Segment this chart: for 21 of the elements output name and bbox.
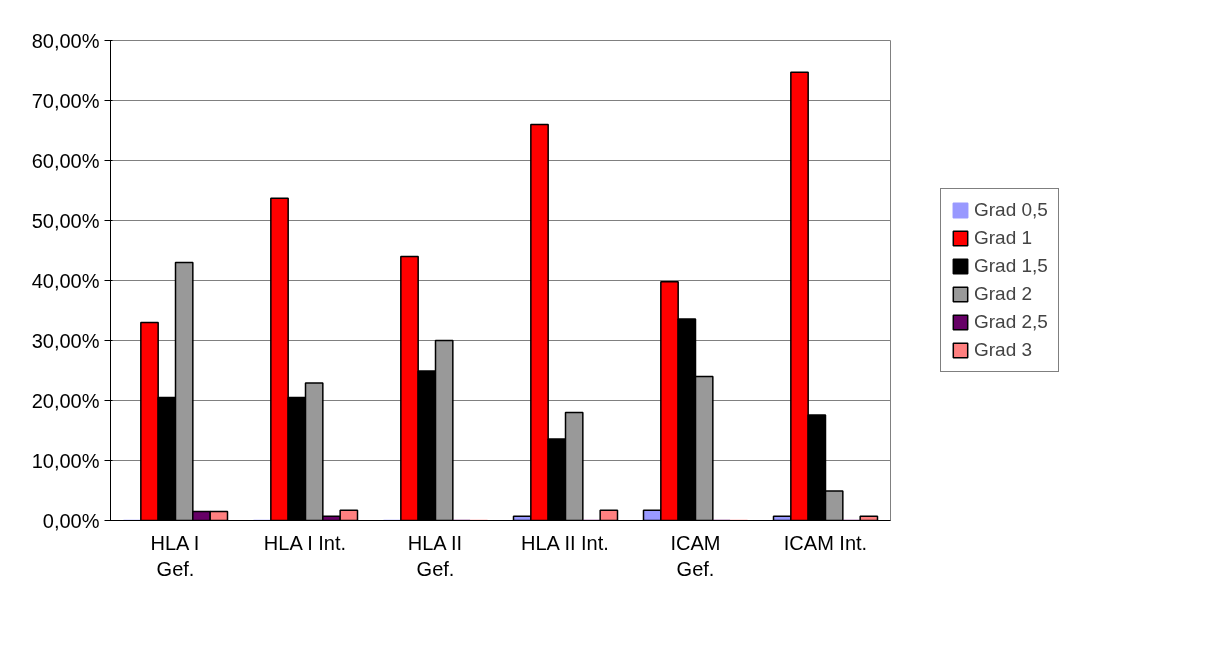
y-tick-label: 40,00% (31, 269, 100, 292)
legend-label: Grad 2,5 (974, 311, 1048, 333)
y-tick-label: 80,00% (31, 29, 100, 52)
legend-label: Grad 0,5 (974, 199, 1048, 221)
x-tick-label: HLA II Gef. (407, 531, 463, 580)
legend-label: Grad 1 (974, 227, 1033, 249)
y-tick-label: 10,00% (31, 449, 100, 472)
x-tick-label: HLA I Gef. (150, 531, 200, 580)
y-tick-label: 30,00% (31, 329, 100, 352)
x-tick-label: HLA II Int. (521, 531, 609, 554)
x-tick-label: ICAM Int. (783, 531, 868, 554)
y-tick-label: 0,00% (42, 509, 100, 532)
y-tick-label: 70,00% (31, 89, 100, 112)
legend-label: Grad 1,5 (974, 255, 1048, 277)
y-tick-label: 50,00% (31, 209, 100, 232)
legend-label: Grad 3 (974, 339, 1033, 361)
y-tick-label: 60,00% (31, 149, 100, 172)
x-tick-label: ICAM Gef. (670, 531, 721, 580)
y-tick-label: 20,00% (31, 389, 100, 412)
legend-label: Grad 2 (974, 283, 1033, 305)
x-tick-label: HLA I Int. (263, 531, 347, 554)
